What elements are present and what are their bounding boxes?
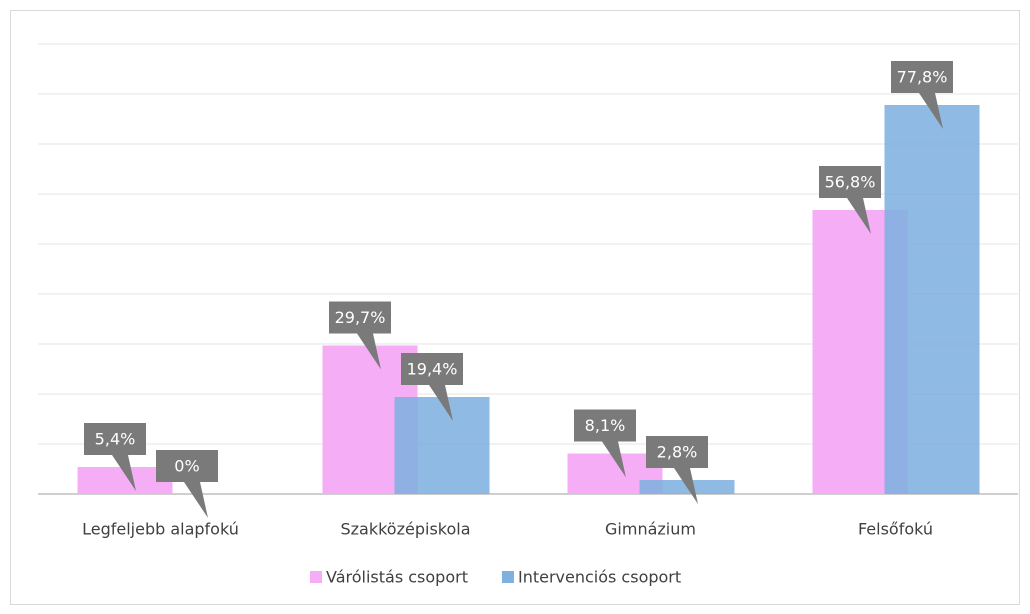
data-label: 29,7% [335,308,386,327]
legend-label: Várólistás csoport [326,568,468,587]
data-label: 2,8% [657,443,698,462]
label-callout [646,436,708,504]
data-label: 19,4% [407,360,458,379]
x-tick-label: Felsőfokú [858,520,933,539]
data-label: 56,8% [825,173,876,192]
x-tick-label: Szakközépiskola [340,520,470,539]
bar [884,105,980,494]
label-callout [401,353,463,421]
label-callout [819,166,881,234]
label-callout [156,450,218,518]
label-callout [84,423,146,491]
label-callout [329,301,391,370]
label-callout [891,61,953,129]
legend-label: Intervenciós csoport [518,568,681,587]
data-label: 8,1% [585,416,626,435]
label-callout [574,409,636,478]
data-label: 0% [174,457,199,476]
legend-swatch [310,571,322,583]
x-tick-label: Gimnázium [605,520,696,539]
data-label: 5,4% [95,430,136,449]
data-label: 77,8% [897,68,948,87]
x-tick-label: Legfeljebb alapfokú [82,520,239,539]
bar [394,397,490,494]
legend-swatch [501,571,514,583]
